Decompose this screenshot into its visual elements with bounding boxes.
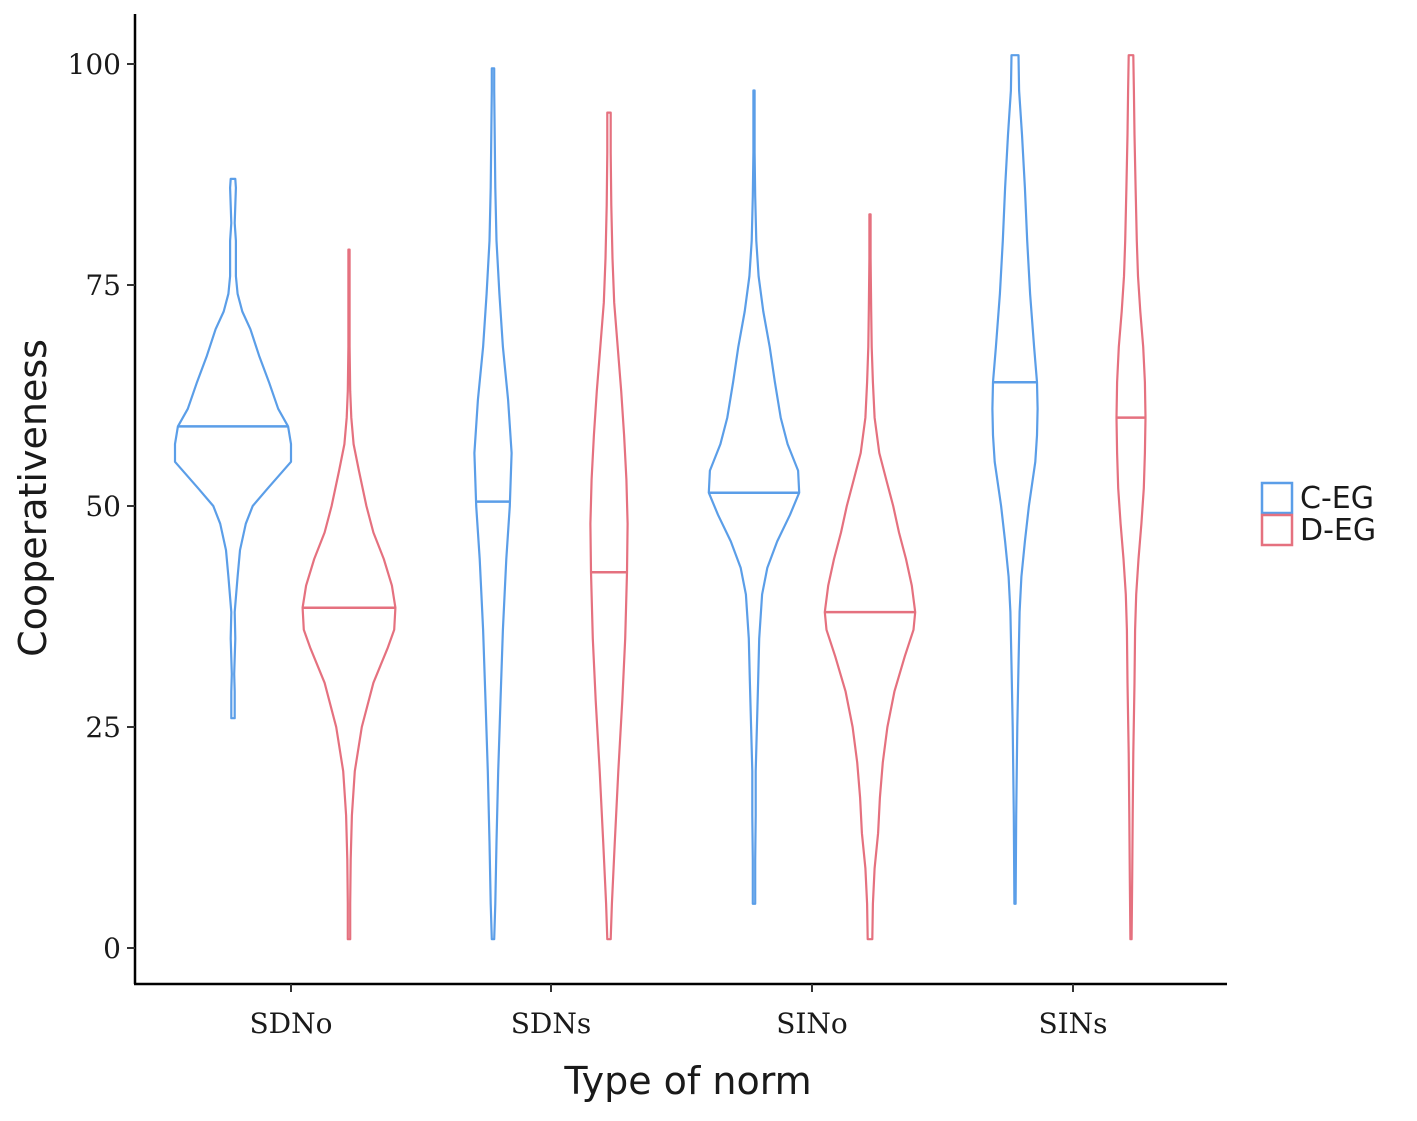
violin-c-eg-sdns (473, 67, 513, 941)
violin-d-eg-sdns (589, 111, 629, 941)
violin-c-eg-sins (991, 54, 1039, 905)
violin-d-eg-sdno (301, 248, 397, 941)
axes (133, 14, 1227, 986)
x-tick-label: SINs (1038, 1007, 1107, 1040)
legend-label-c-eg: C-EG (1300, 481, 1374, 516)
legend: C-EGD-EG (1260, 481, 1376, 548)
legend-key-d-eg (1260, 513, 1294, 547)
y-tick-label: 50 (85, 490, 121, 523)
violin-d-eg-sino (823, 213, 917, 941)
y-axis-title: Cooperativeness (11, 339, 55, 657)
x-axis-title: Type of norm (563, 1059, 811, 1103)
y-tick-label: 100 (68, 48, 121, 81)
legend-key-c-eg (1260, 481, 1294, 515)
y-axis-ticks: 0 25 50 75 100 (68, 48, 135, 965)
violin-d-eg-sins (1115, 54, 1147, 941)
series-c-eg (173, 54, 1039, 941)
x-tick-label: SINo (776, 1007, 848, 1040)
series-d-eg (301, 54, 1147, 941)
legend-label-d-eg: D-EG (1300, 513, 1376, 548)
x-tick-label: SDNs (511, 1007, 592, 1040)
plot-area (173, 54, 1147, 941)
x-tick-label: SDNo (250, 1007, 333, 1040)
y-tick-label: 75 (85, 269, 121, 302)
y-tick-label: 25 (85, 711, 121, 744)
violin-c-eg-sdno (173, 177, 293, 720)
x-axis-ticks: SDNo SDNs SINo SINs (250, 984, 1108, 1040)
violin-c-eg-sino (707, 89, 801, 905)
y-tick-label: 0 (103, 932, 121, 965)
